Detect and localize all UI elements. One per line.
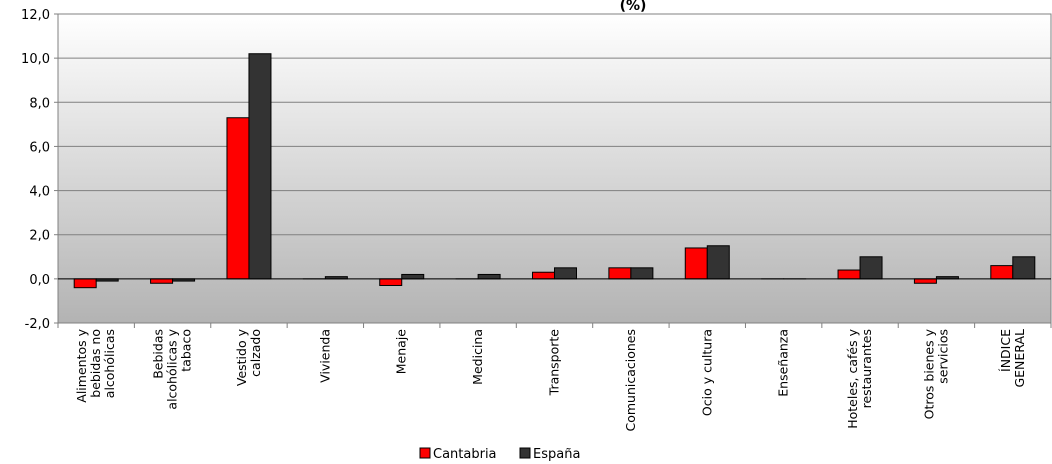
bar-cantabria	[226, 117, 250, 280]
bar-cantabria	[150, 278, 174, 284]
y-tick-label: 6,0	[29, 140, 50, 155]
x-category-label: alcohólicas y	[165, 328, 180, 409]
x-category-label: tabaco	[179, 329, 194, 372]
x-category-label: Enseñanza	[776, 329, 791, 397]
bar-espana	[1012, 256, 1036, 280]
x-category-label: GENERAL	[1012, 329, 1027, 388]
x-category-label: calzado	[248, 329, 263, 377]
x-category-label: Ocio y cultura	[699, 329, 714, 416]
y-tick-label: 8,0	[29, 96, 50, 111]
x-category-label: restaurantes	[859, 329, 874, 408]
bars	[73, 53, 1036, 289]
chart-title: (%)	[620, 0, 647, 14]
bar-cantabria	[990, 265, 1014, 280]
x-category-label: Comunicaciones	[623, 329, 638, 432]
x-category-label: Hoteles, cafés y	[845, 328, 860, 428]
legend: Cantabria España	[419, 447, 580, 462]
bar-espana	[401, 273, 425, 280]
x-axis: Alimentos y bebidas no alcohólicas Bebidas a…	[57, 278, 1052, 432]
x-category-label: Vivienda	[317, 329, 332, 383]
bar-espana	[630, 267, 654, 280]
bar-cantabria	[684, 247, 708, 280]
y-tick-label: 4,0	[29, 185, 50, 200]
x-category-label: bebidas no	[88, 329, 103, 398]
x-category-label: Transporte	[547, 329, 562, 397]
legend-label: España	[533, 447, 580, 462]
x-category-label: Otros bienes y	[921, 328, 936, 419]
bar-espana	[859, 256, 883, 280]
bar-espana	[706, 245, 730, 280]
y-tick-label: 2,0	[29, 229, 50, 244]
x-category-label: Bebidas	[151, 329, 166, 379]
bar-cantabria	[608, 267, 632, 280]
y-tick-label: 0,0	[29, 273, 50, 288]
legend-swatch	[419, 447, 431, 459]
x-category-label: Medicina	[470, 329, 485, 385]
x-category-label: ÍNDICE	[998, 329, 1013, 372]
y-tick-label: 10,0	[21, 52, 50, 67]
bar-cantabria	[837, 269, 861, 280]
legend-label: Cantabria	[433, 447, 497, 462]
x-category-label: servicios	[935, 329, 950, 384]
y-tick-label: -2,0	[25, 317, 50, 332]
bar-cantabria	[913, 278, 937, 284]
bar-espana	[248, 53, 272, 280]
bar-cantabria	[73, 278, 97, 289]
y-axis: -2,0 0,0 2,0 4,0 6,0 8,0 10,0 12,0	[21, 8, 59, 332]
x-category-label: Vestido y	[234, 328, 249, 386]
legend-swatch	[519, 447, 531, 459]
x-category-label: alcohólicas	[102, 329, 117, 398]
y-tick-label: 12,0	[21, 8, 50, 23]
bar-cantabria	[379, 278, 403, 286]
bar-espana	[477, 273, 501, 280]
bar-espana	[554, 267, 577, 280]
bar-cantabria	[532, 271, 555, 280]
x-category-label: Menaje	[394, 329, 409, 375]
x-category-label: Alimentos y	[74, 328, 89, 402]
